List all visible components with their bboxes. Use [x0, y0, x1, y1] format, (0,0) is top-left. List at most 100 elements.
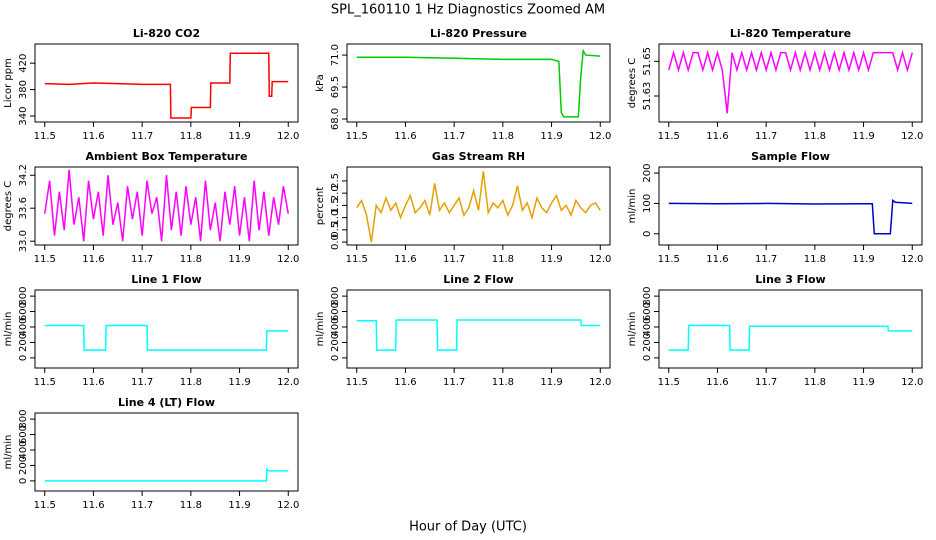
y-tick-label: 200 — [642, 333, 653, 352]
x-axis-title: Hour of Day (UTC) — [409, 520, 527, 535]
x-tick-label: 11.5 — [346, 377, 368, 388]
y-tick-label: 51.63 — [642, 82, 653, 111]
x-tick-label: 11.8 — [492, 131, 514, 142]
y-axis-title: kPa — [315, 74, 326, 92]
y-tick-label: 68.0 — [330, 108, 341, 130]
x-tick-label: 11.7 — [131, 131, 153, 142]
x-tick-label: 11.8 — [180, 500, 202, 511]
y-tick-label: 0 — [18, 478, 29, 484]
x-tick-label: 11.5 — [34, 254, 56, 265]
y-axis-title: degrees C — [627, 58, 638, 108]
x-tick-label: 11.7 — [443, 377, 465, 388]
y-tick-label: 200 — [18, 333, 29, 352]
plot-frame — [658, 43, 923, 123]
y-tick-label: 33.6 — [18, 197, 29, 219]
x-tick-label: 11.8 — [180, 377, 202, 388]
y-axis-title: ml/min — [3, 435, 14, 470]
y-axis-title: ml/min — [315, 312, 326, 347]
x-tick-label: 11.8 — [492, 377, 514, 388]
x-tick-label: 11.7 — [755, 254, 777, 265]
x-tick-label: 11.9 — [540, 131, 562, 142]
y-tick-label: 200 — [18, 456, 29, 475]
x-tick-label: 12.0 — [901, 377, 923, 388]
y-axis-title: Licor ppm — [3, 58, 14, 108]
y-tick-label: 600 — [330, 302, 341, 321]
panel-title: Gas Stream RH — [432, 150, 525, 163]
data-line — [356, 319, 601, 351]
y-tick-label: 200 — [330, 333, 341, 352]
y-tick-label: 0 — [642, 231, 653, 237]
panel-title: Line 2 Flow — [443, 273, 513, 286]
data-line — [43, 169, 289, 242]
panel-title: Sample Flow — [751, 150, 830, 163]
data-line — [668, 324, 913, 351]
x-tick-label: 11.5 — [658, 254, 680, 265]
x-tick-label: 11.7 — [131, 377, 153, 388]
x-tick-label: 11.9 — [228, 131, 250, 142]
main-title: SPL_160110 1 Hz Diagnostics Zoomed AM — [331, 3, 605, 18]
y-axis-title: degrees C — [3, 181, 14, 231]
x-tick-label: 11.6 — [82, 500, 104, 511]
y-tick-label: 2.0 — [330, 185, 341, 201]
y-axis-title: percent — [315, 187, 326, 225]
y-tick-label: 33.0 — [18, 230, 29, 252]
x-tick-label: 11.7 — [443, 254, 465, 265]
y-tick-label: 0 — [18, 355, 29, 361]
x-tick-label: 11.9 — [852, 254, 874, 265]
y-tick-label: 71.0 — [330, 44, 341, 66]
x-tick-label: 11.8 — [180, 131, 202, 142]
y-tick-label: 34.2 — [18, 164, 29, 186]
y-tick-label: 200 — [642, 164, 653, 183]
x-tick-label: 11.5 — [346, 254, 368, 265]
y-tick-label: 0 — [330, 355, 341, 361]
y-tick-label: 600 — [18, 302, 29, 321]
plot-frame — [34, 43, 299, 123]
x-tick-label: 11.9 — [228, 254, 250, 265]
x-tick-label: 12.0 — [277, 500, 299, 511]
plot-frame — [34, 166, 299, 246]
y-tick-label: 1.0 — [330, 210, 341, 226]
y-tick-label: 400 — [18, 317, 29, 336]
data-line — [44, 52, 289, 119]
panel-title: Li-820 Temperature — [730, 27, 851, 40]
x-tick-label: 12.0 — [589, 131, 611, 142]
data-line — [44, 467, 289, 482]
x-tick-label: 12.0 — [277, 131, 299, 142]
y-tick-label: 0.5 — [330, 222, 341, 238]
x-tick-label: 11.6 — [394, 377, 416, 388]
y-tick-label: 800 — [330, 287, 341, 306]
x-tick-label: 11.7 — [131, 254, 153, 265]
panel-title: Line 4 (LT) Flow — [118, 396, 215, 409]
x-tick-label: 11.9 — [852, 131, 874, 142]
x-tick-label: 11.5 — [34, 131, 56, 142]
x-tick-label: 11.6 — [706, 131, 728, 142]
panel-title: Line 3 Flow — [755, 273, 825, 286]
panel-title: Line 1 Flow — [131, 273, 201, 286]
x-tick-label: 11.5 — [658, 131, 680, 142]
x-tick-label: 11.8 — [180, 254, 202, 265]
x-tick-label: 11.8 — [492, 254, 514, 265]
y-tick-label: 340 — [18, 107, 29, 126]
y-tick-label: 600 — [18, 425, 29, 444]
x-tick-label: 11.5 — [34, 500, 56, 511]
x-tick-label: 11.8 — [804, 254, 826, 265]
x-tick-label: 12.0 — [901, 254, 923, 265]
data-line — [356, 48, 601, 118]
x-tick-label: 11.6 — [82, 377, 104, 388]
y-tick-label: 600 — [642, 302, 653, 321]
y-tick-label: 51.65 — [642, 47, 653, 76]
y-tick-label: 420 — [18, 54, 29, 73]
data-line — [356, 171, 601, 243]
y-tick-label: 400 — [18, 440, 29, 459]
y-tick-label: 800 — [18, 287, 29, 306]
x-tick-label: 11.8 — [804, 377, 826, 388]
x-tick-label: 11.9 — [540, 377, 562, 388]
x-tick-label: 11.7 — [443, 131, 465, 142]
panel-title: Ambient Box Temperature — [86, 150, 248, 163]
y-tick-label: 100 — [642, 194, 653, 213]
x-tick-label: 11.6 — [706, 377, 728, 388]
y-tick-label: 2.5 — [330, 173, 341, 189]
x-tick-label: 11.6 — [394, 254, 416, 265]
plot-frame — [346, 166, 611, 246]
x-tick-label: 12.0 — [277, 377, 299, 388]
